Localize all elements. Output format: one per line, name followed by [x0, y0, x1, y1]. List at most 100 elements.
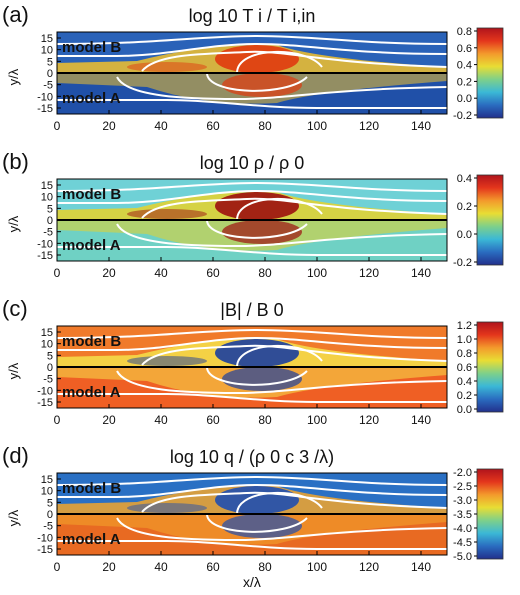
- colorbar-tick-label: 0.8: [457, 26, 472, 38]
- x-tick-label: 20: [102, 119, 116, 133]
- x-tick-label: 100: [307, 560, 327, 574]
- x-tick-label: 100: [307, 413, 327, 427]
- colorbar-tick-label: -4.5: [453, 537, 472, 549]
- field-line: [57, 475, 447, 486]
- y-tick-label: 10: [41, 45, 53, 57]
- x-tick-label: 120: [359, 560, 379, 574]
- y-axis-label: y/λ: [6, 68, 21, 85]
- x-tick-label: 60: [206, 413, 220, 427]
- y-tick-label: -10: [37, 238, 53, 250]
- y-tick-label: 15: [41, 33, 53, 45]
- y-axis-label: y/λ: [6, 215, 21, 232]
- y-tick-label: 0: [47, 215, 53, 227]
- x-tick-label: 80: [258, 266, 272, 280]
- lower-blob: [222, 220, 302, 244]
- x-tick-label: 80: [258, 119, 272, 133]
- x-tick-label: 0: [54, 413, 61, 427]
- colorbar-tick-label: -3.5: [453, 509, 472, 521]
- x-tick-label: 80: [258, 560, 272, 574]
- y-tick-label: 15: [41, 474, 53, 486]
- colorbar-tick-label: 0.6: [457, 43, 472, 55]
- y-tick-label: -5: [43, 80, 53, 92]
- colorbar-tick-label: 0.2: [457, 390, 472, 402]
- colorbar-tick-label: -2.5: [453, 481, 472, 493]
- x-tick-label: 40: [154, 119, 168, 133]
- field-line: [57, 328, 447, 339]
- field-line: [206, 72, 308, 92]
- y-tick-label: 10: [41, 339, 53, 351]
- x-tick-label: 20: [102, 560, 116, 574]
- field-line: [57, 336, 447, 351]
- field-line: [236, 345, 323, 368]
- y-tick-label: -15: [37, 250, 53, 262]
- colorbar-tick-label: 0.6: [457, 362, 472, 374]
- x-tick-label: 0: [54, 266, 61, 280]
- streak: [127, 503, 207, 513]
- x-tick-label: 140: [411, 560, 431, 574]
- y-tick-label: -5: [43, 521, 53, 533]
- upper-blob: [215, 339, 299, 367]
- x-tick-label: 0: [54, 119, 61, 133]
- panel-d: model B model A (d) log 10 q / (ρ 0 c 3 /λ)…: [2, 443, 504, 590]
- panel-letter: (b): [2, 149, 29, 174]
- x-tick-label: 40: [154, 413, 168, 427]
- x-tick-label: 60: [206, 119, 220, 133]
- model-a-label: model A: [62, 237, 121, 254]
- colorbar-tick-label: -4.0: [453, 523, 472, 535]
- field-line: [236, 198, 323, 221]
- panel-title: log 10 ρ / ρ 0: [200, 153, 305, 173]
- colorbar-tick-label: 0.4: [457, 60, 472, 72]
- y-axis-label: y/λ: [6, 362, 21, 379]
- colorbar: [476, 174, 504, 266]
- colorbar-tick-label: 0.0: [457, 404, 472, 416]
- field-line: [236, 492, 323, 515]
- colorbar: [476, 468, 504, 560]
- panel-title: log 10 q / (ρ 0 c 3 /λ): [170, 447, 334, 467]
- field-line: [236, 51, 323, 74]
- field-line: [57, 189, 447, 204]
- colorbar-tick-label: 0.4: [457, 376, 472, 388]
- model-b-label: model B: [62, 333, 121, 350]
- x-tick-label: 120: [359, 119, 379, 133]
- streak: [127, 356, 207, 366]
- y-tick-label: 10: [41, 486, 53, 498]
- y-tick-label: 0: [47, 68, 53, 80]
- field-map: [57, 32, 447, 114]
- colorbar-tick-label: 0.0: [457, 229, 472, 241]
- y-tick-label: -10: [37, 385, 53, 397]
- field-line: [116, 223, 447, 248]
- y-tick-label: -15: [37, 397, 53, 409]
- model-b-label: model B: [62, 39, 121, 56]
- x-tick-label: 60: [206, 266, 220, 280]
- colorbar: [476, 321, 504, 413]
- x-tick-label: 120: [359, 266, 379, 280]
- panel-letter: (c): [2, 296, 28, 321]
- colorbar-tick-label: 0.8: [457, 348, 472, 360]
- y-tick-label: -15: [37, 544, 53, 556]
- x-tick-label: 0: [54, 560, 61, 574]
- upper-blob: [215, 45, 299, 73]
- streak: [127, 209, 207, 219]
- field-line: [57, 393, 447, 403]
- y-tick-label: 5: [47, 497, 53, 509]
- y-tick-label: -10: [37, 532, 53, 544]
- lower-blob: [222, 514, 302, 538]
- lower-blob: [222, 73, 302, 97]
- field-line: [116, 76, 447, 101]
- colorbar-tick-label: -2.0: [453, 467, 472, 479]
- colorbar-tick-label: 1.0: [457, 334, 472, 346]
- y-tick-label: -10: [37, 91, 53, 103]
- colorbar-tick-label: -3.0: [453, 495, 472, 507]
- y-tick-label: -5: [43, 374, 53, 386]
- field-line: [206, 366, 308, 386]
- field-line: [57, 34, 447, 45]
- field-map: [57, 326, 447, 408]
- x-tick-label: 100: [307, 266, 327, 280]
- y-tick-label: 10: [41, 192, 53, 204]
- model-a-label: model A: [62, 90, 121, 107]
- x-tick-label: 120: [359, 413, 379, 427]
- x-axis-label: x/λ: [243, 574, 261, 590]
